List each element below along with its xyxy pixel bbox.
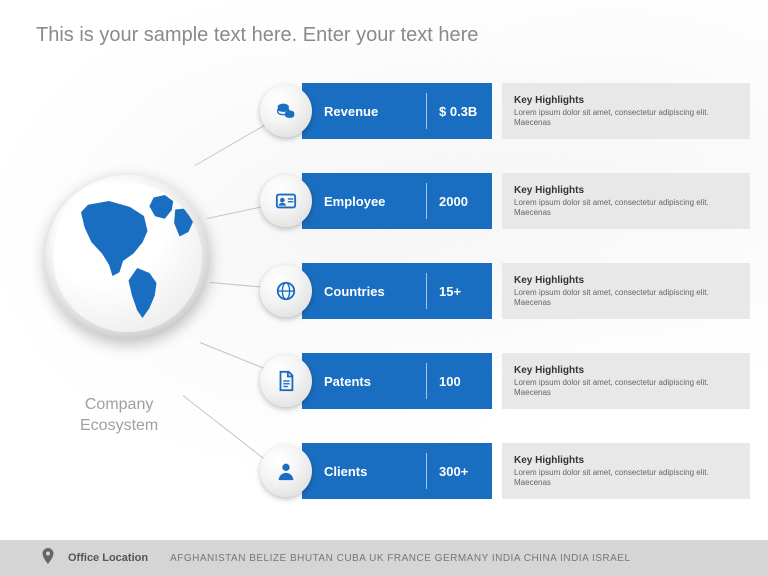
metric-pill: Clients 300+: [302, 443, 492, 499]
page-title: This is your sample text here. Enter you…: [36, 24, 478, 47]
metric-value: $ 0.3B: [439, 104, 477, 119]
location-pin-icon: [42, 548, 54, 569]
highlight-box: Key Highlights Lorem ipsum dolor sit amet…: [502, 263, 750, 319]
footer-countries: AFGHANISTAN BELIZE BHUTAN CUBA UK FRANCE…: [170, 553, 630, 564]
metric-row: Clients 300+ Key Highlights Lorem ipsum dol…: [260, 435, 750, 507]
metric-row: Countries 15+ Key Highlights Lorem ipsum do…: [260, 255, 750, 327]
footer-label: Office Location: [68, 552, 148, 564]
metric-pill: Countries 15+: [302, 263, 492, 319]
highlight-box: Key Highlights Lorem ipsum dolor sit amet…: [502, 443, 750, 499]
metric-row: Employee 2000 Key Highlights Lorem ipsum do…: [260, 165, 750, 237]
globe-graphic: [45, 175, 210, 340]
highlight-box: Key Highlights Lorem ipsum dolor sit amet…: [502, 353, 750, 409]
coins-icon: [260, 85, 312, 137]
doc-icon: [260, 355, 312, 407]
metric-label: Revenue: [324, 104, 414, 119]
ecosystem-label: CompanyEcosystem: [80, 395, 158, 437]
highlight-title: Key Highlights: [514, 95, 738, 106]
metric-label: Clients: [324, 464, 414, 479]
highlight-title: Key Highlights: [514, 185, 738, 196]
metric-pill: Employee 2000: [302, 173, 492, 229]
metric-pill: Revenue $ 0.3B: [302, 83, 492, 139]
metric-value: 2000: [439, 194, 468, 209]
highlight-text: Lorem ipsum dolor sit amet, consectetur …: [514, 108, 738, 128]
id-icon: [260, 175, 312, 227]
highlight-text: Lorem ipsum dolor sit amet, consectetur …: [514, 378, 738, 398]
metric-label: Employee: [324, 194, 414, 209]
highlight-title: Key Highlights: [514, 365, 738, 376]
highlight-text: Lorem ipsum dolor sit amet, consectetur …: [514, 198, 738, 218]
metric-label: Countries: [324, 284, 414, 299]
footer-bar: Office Location AFGHANISTAN BELIZE BHUTA…: [0, 540, 768, 576]
metric-row: Revenue $ 0.3B Key Highlights Lorem ipsum d…: [260, 75, 750, 147]
metric-value: 300+: [439, 464, 468, 479]
metric-pill: Patents 100: [302, 353, 492, 409]
metric-row: Patents 100 Key Highlights Lorem ipsum dolo…: [260, 345, 750, 417]
metric-value: 15+: [439, 284, 461, 299]
metric-value: 100: [439, 374, 461, 389]
globe-icon: [260, 265, 312, 317]
highlight-box: Key Highlights Lorem ipsum dolor sit amet…: [502, 173, 750, 229]
highlight-title: Key Highlights: [514, 275, 738, 286]
user-icon: [260, 445, 312, 497]
highlight-text: Lorem ipsum dolor sit amet, consectetur …: [514, 288, 738, 308]
highlight-title: Key Highlights: [514, 455, 738, 466]
highlight-text: Lorem ipsum dolor sit amet, consectetur …: [514, 468, 738, 488]
metric-label: Patents: [324, 374, 414, 389]
highlight-box: Key Highlights Lorem ipsum dolor sit amet…: [502, 83, 750, 139]
